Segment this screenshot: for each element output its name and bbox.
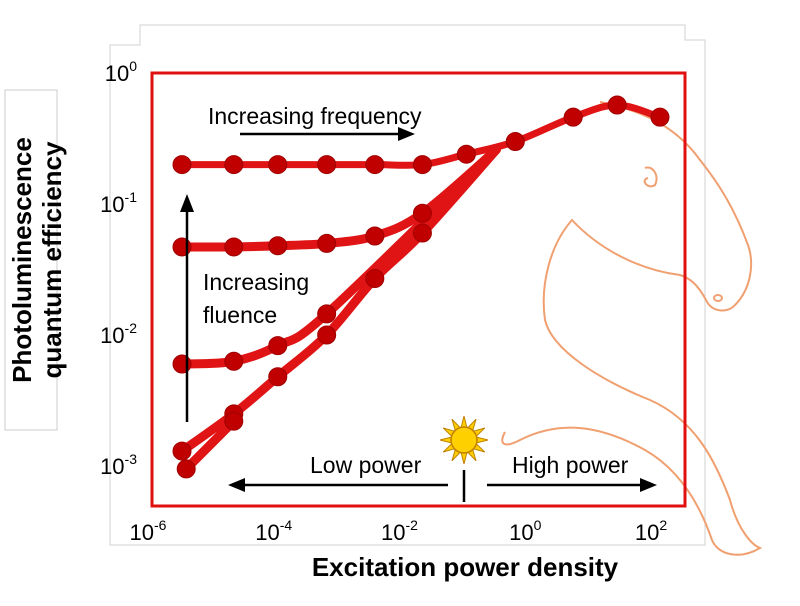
series-0-point [317, 155, 337, 175]
sun-ray [460, 415, 468, 428]
sun-icon [439, 415, 489, 502]
series-0-point [172, 155, 192, 175]
y-ticks: 100 10-1 10-2 10-3 [100, 58, 137, 479]
high-power-label: High power [512, 452, 629, 478]
series-0-point [563, 107, 583, 127]
x-tick-label: 102 [635, 517, 667, 545]
low-power-label: Low power [310, 452, 422, 478]
low-power-arrow [228, 478, 448, 492]
fluence-arrow [180, 194, 194, 422]
series-3-point [268, 367, 288, 387]
series-2-point [224, 351, 244, 371]
series-1-point [268, 236, 288, 256]
sun-ray [439, 436, 452, 444]
panel-outline [109, 24, 706, 546]
series-2-point [268, 336, 288, 356]
y-tick-label: 10-1 [100, 189, 137, 217]
series-3-point [172, 441, 192, 461]
series-1-point [172, 237, 192, 257]
markers-layer [172, 95, 670, 479]
y-tick-label: 10-2 [100, 320, 137, 348]
series-0-point [607, 95, 627, 115]
x-ticks: 10-6 10-4 10-2 100 102 [130, 517, 668, 545]
series-3-point [317, 325, 337, 345]
series-1-point [317, 233, 337, 253]
y-axis-label-line1: Photoluminescence [7, 137, 37, 383]
series-1-point [365, 226, 385, 246]
series-1-point [412, 203, 432, 223]
series-2-point [172, 354, 192, 374]
x-tick-label: 10-6 [130, 517, 167, 545]
series-4-point [224, 411, 244, 431]
series-0-point [268, 155, 288, 175]
series-0-point [650, 107, 670, 127]
ylabel-box [4, 89, 58, 431]
x-axis-label: Excitation power density [312, 552, 619, 582]
horse-drawing [501, 101, 763, 556]
series-0-point [456, 144, 476, 164]
x-tick-label: 100 [509, 517, 541, 545]
y-tick-label: 10-3 [100, 451, 137, 479]
x-tick-label: 10-2 [381, 517, 418, 545]
series-0-point [412, 155, 432, 175]
y-axis-label-line2: quantum efficiency [37, 141, 67, 378]
frequency-arrow [240, 127, 415, 141]
high-power-arrow [487, 478, 657, 492]
series-2-line [177, 145, 501, 369]
series-3-point [365, 268, 385, 288]
y-tick-label: 100 [105, 58, 137, 86]
series-2-point [317, 304, 337, 324]
sun-ray [460, 452, 468, 465]
fluence-label-line1: Increasing [203, 269, 309, 295]
fluence-label-line2: fluence [203, 302, 277, 328]
sun-ray [476, 436, 489, 444]
series-1-point [224, 237, 244, 257]
series-3-point [412, 223, 432, 243]
series-0-point [365, 155, 385, 175]
series-0-point [224, 155, 244, 175]
plot-frame [150, 71, 687, 508]
series-0-point [505, 131, 525, 151]
series-4-point [176, 459, 196, 479]
frequency-label: Increasing frequency [208, 103, 422, 129]
x-tick-label: 10-4 [255, 517, 292, 545]
